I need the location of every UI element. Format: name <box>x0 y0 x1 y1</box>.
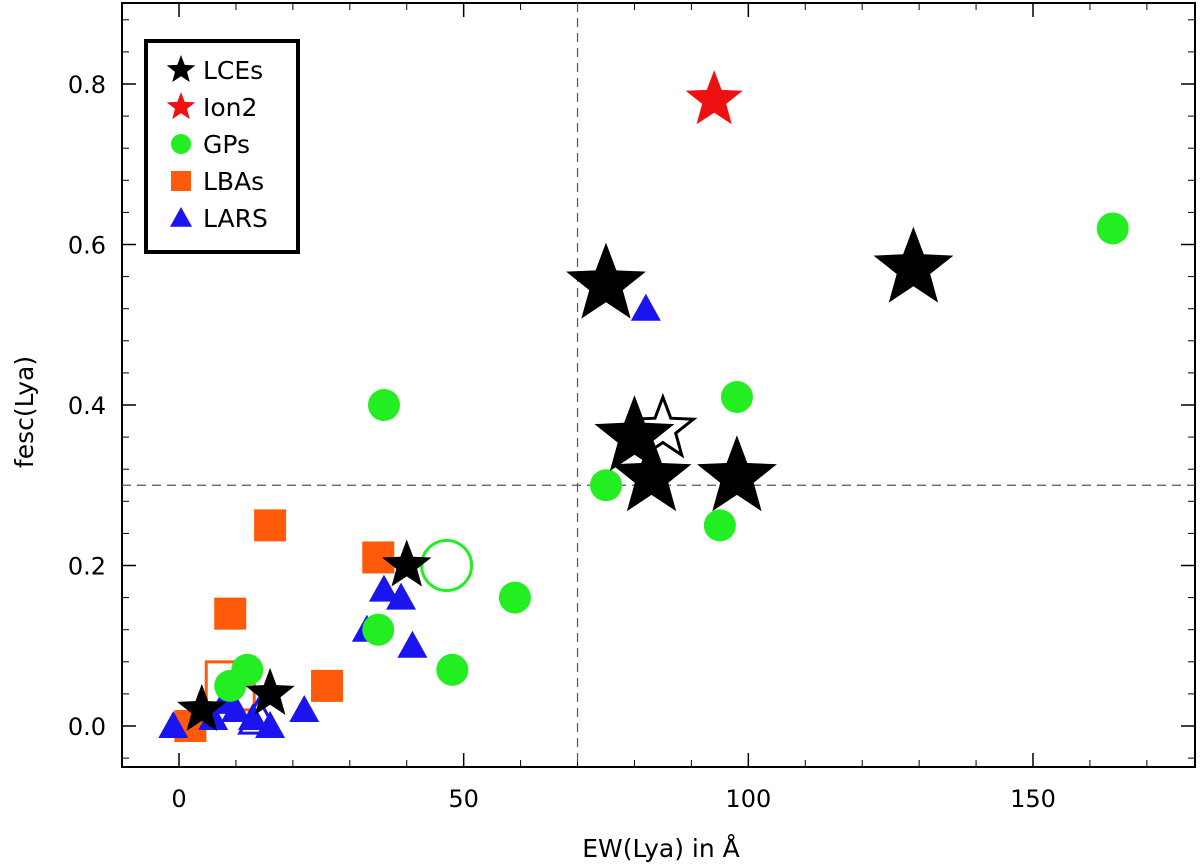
lce-point <box>177 684 227 731</box>
legend: LCEs Ion2 GPs LBAs LARS <box>144 39 300 254</box>
lars-point <box>630 293 661 321</box>
lars-point <box>289 694 320 722</box>
axes: 0 50 100 150 0.0 0.2 0.4 0.6 0.8 <box>68 2 1196 813</box>
legend-label-lce: LCEs <box>203 56 263 85</box>
legend-label-lars: LARS <box>203 204 268 233</box>
legend-label-gp: GPs <box>203 130 250 159</box>
y-tick-label: 0.4 <box>68 392 106 420</box>
gp-point <box>590 469 622 502</box>
lars-point <box>397 630 428 658</box>
lce-point <box>382 539 432 587</box>
legend-marker-lba <box>171 171 191 191</box>
lars-point <box>238 702 269 730</box>
lars-point <box>368 574 399 602</box>
gp-point <box>1096 212 1129 245</box>
lce-point <box>611 435 692 512</box>
lba-point <box>254 509 287 542</box>
lce-point <box>697 435 777 512</box>
lars-point <box>386 582 417 610</box>
ion2-point <box>685 70 743 125</box>
gp-point <box>720 380 753 413</box>
y-axis-title: fesc(Lya) <box>10 356 39 468</box>
x-tick-label: 50 <box>448 785 479 813</box>
legend-marker-ion2 <box>166 92 196 120</box>
lars-point <box>220 694 251 722</box>
legend-marker-lars <box>170 207 192 227</box>
y-tick-label: 0.8 <box>68 71 106 99</box>
gp-point <box>367 389 400 421</box>
legend-label-lba: LBAs <box>203 167 264 196</box>
x-tick-label: 0 <box>171 785 186 813</box>
x-axis-title: EW(Lya) in Å <box>582 834 740 863</box>
lars-point <box>158 711 189 738</box>
legend-marker-lce <box>166 55 196 83</box>
lba-point <box>311 669 344 702</box>
x-tick-label: 100 <box>725 785 771 813</box>
lce-point <box>594 395 675 472</box>
gp-point <box>436 653 469 686</box>
gp-point <box>498 581 531 614</box>
gp-open-point <box>420 539 474 592</box>
lars-point <box>255 711 286 738</box>
lce-point <box>566 242 646 319</box>
legend-label-ion2: Ion2 <box>203 93 257 122</box>
gp-point <box>362 613 395 646</box>
gp-point <box>214 669 247 702</box>
plot-frame <box>121 2 1196 768</box>
y-tick-label: 0.6 <box>68 232 106 260</box>
data-points <box>158 70 1129 742</box>
lce-point <box>873 226 954 303</box>
y-tick-label: 0.2 <box>68 553 106 581</box>
y-tick-label: 0.0 <box>68 713 106 741</box>
x-tick-label: 150 <box>1010 785 1056 813</box>
lba-point <box>214 597 247 630</box>
reference-lines <box>122 3 1195 767</box>
gp-point <box>703 509 736 542</box>
lce-point <box>245 667 295 715</box>
legend-marker-gp <box>171 134 191 154</box>
